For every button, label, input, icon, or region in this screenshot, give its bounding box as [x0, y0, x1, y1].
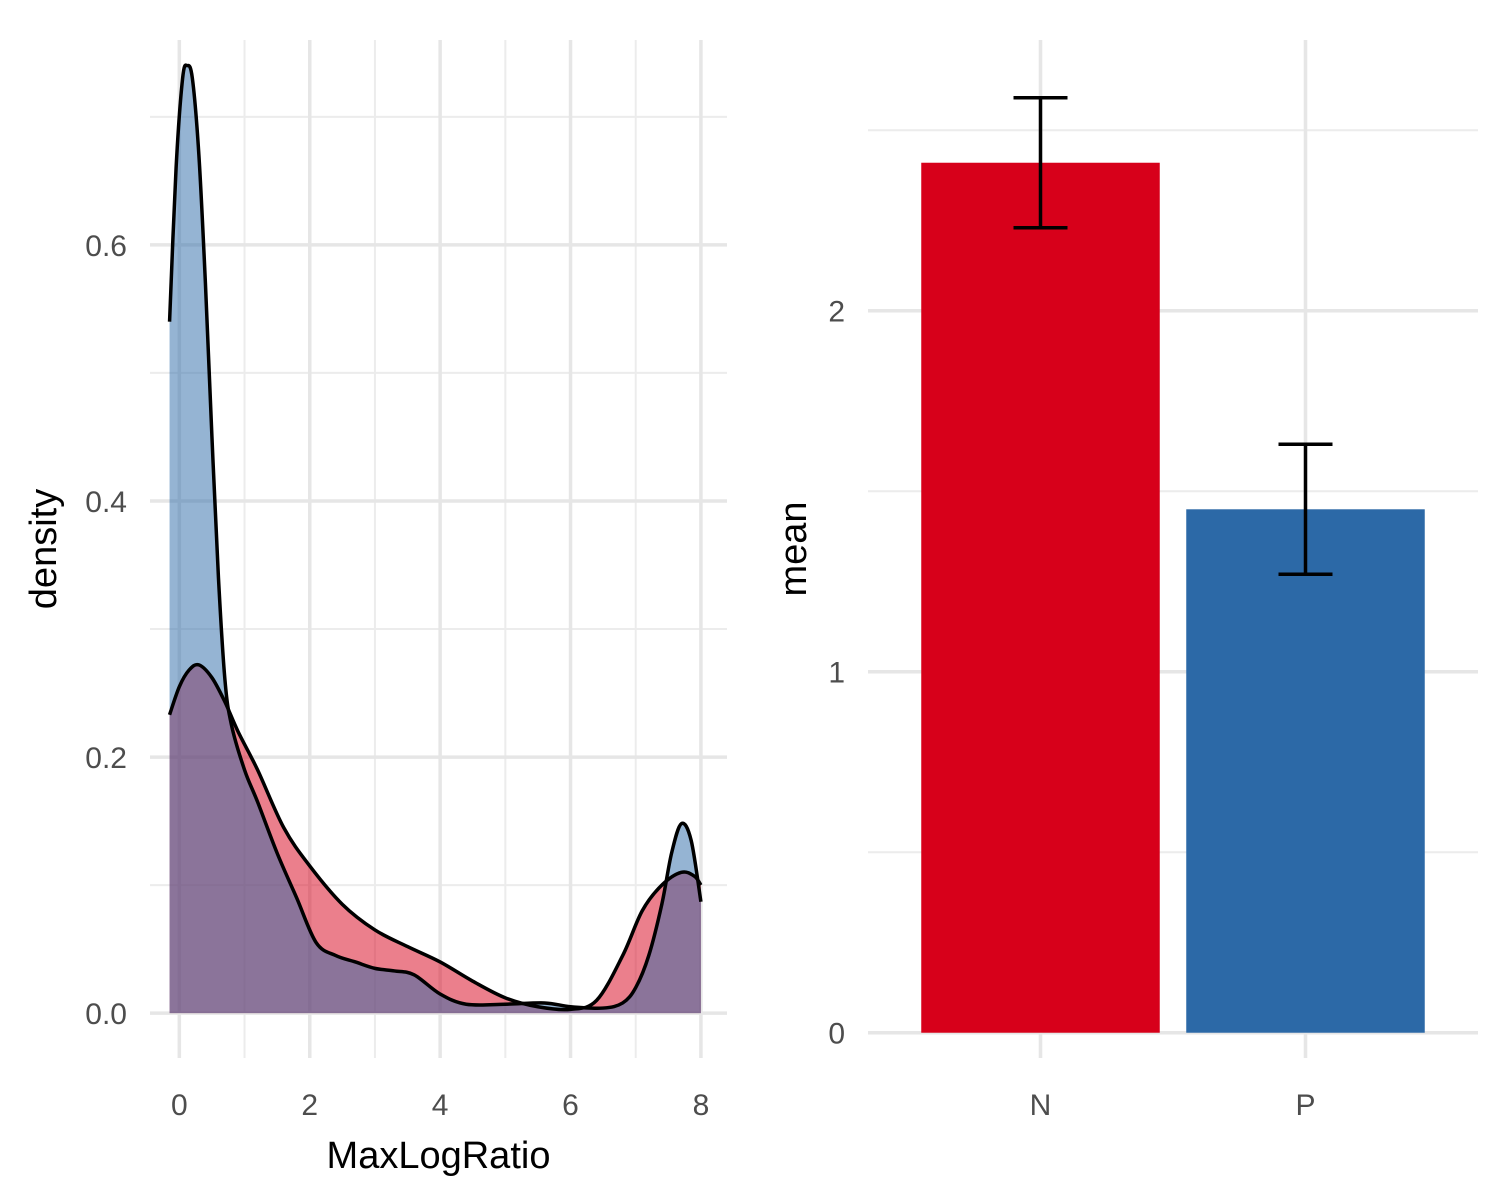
- density-y-axis-title: density: [23, 489, 65, 609]
- bar-x-tick-label: P: [1295, 1089, 1315, 1122]
- bar-y-tick-label: 1: [828, 657, 845, 690]
- density-x-tick-label: 2: [301, 1089, 318, 1122]
- bar-bars: [921, 162, 1425, 1033]
- density-x-tick-label: 8: [693, 1089, 710, 1122]
- density-y-tick-label: 0.2: [85, 742, 127, 775]
- bar-x-tick-label: N: [1030, 1089, 1052, 1122]
- bar-y-tick-label: 0: [828, 1018, 845, 1051]
- density-tick-labels: 0 2 4 6 8 0.0 0.2 0.4 0.6: [85, 230, 709, 1122]
- density-y-tick-label: 0.4: [85, 486, 127, 519]
- density-y-tick-label: 0.0: [85, 998, 127, 1031]
- bar-panel: N P 0 1 2 mean: [773, 40, 1478, 1122]
- density-areas: [167, 63, 703, 1014]
- bar-error-bars: [1013, 96, 1333, 577]
- density-area-p-line: [167, 63, 703, 1010]
- density-area-p-fill: [169, 65, 701, 1014]
- density-area-n-line: [167, 662, 703, 1012]
- density-x-tick-label: 6: [562, 1089, 579, 1122]
- density-y-tick-label: 0.6: [85, 230, 127, 263]
- density-panel: 0 2 4 6 8 0.0 0.2 0.4 0.6 MaxLogRatio density: [23, 40, 727, 1177]
- error-bar-p: [1278, 442, 1333, 577]
- bar-tick-labels: N P 0 1 2: [828, 296, 1315, 1122]
- bar-n: [921, 162, 1160, 1033]
- bar-y-tick-label: 2: [828, 296, 845, 329]
- error-bar-n: [1013, 96, 1068, 230]
- bar-p: [1186, 509, 1425, 1033]
- density-x-tick-label: 4: [432, 1089, 449, 1122]
- density-x-tick-label: 0: [171, 1089, 188, 1122]
- density-x-axis-title: MaxLogRatio: [327, 1135, 551, 1177]
- bar-y-axis-title: mean: [773, 501, 815, 596]
